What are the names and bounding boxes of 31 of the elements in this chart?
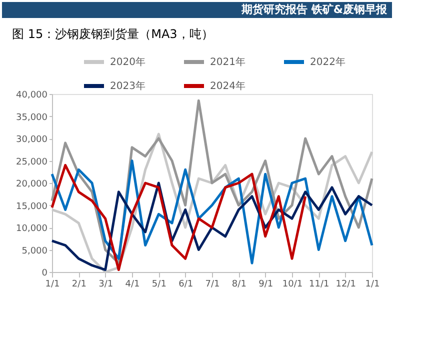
x-tick-label: 6/1 <box>178 280 194 290</box>
legend-label: 2022年 <box>310 56 346 68</box>
x-tick-label: 1/1 <box>365 280 380 290</box>
legend-label: 2023年 <box>110 80 146 92</box>
y-tick-label: 30,000 <box>16 135 48 145</box>
y-tick-label: 0 <box>42 268 48 278</box>
legend-label: 2021年 <box>210 56 246 68</box>
x-tick-label: 5/1 <box>152 280 166 290</box>
x-tick-label: 3/1 <box>98 280 114 290</box>
y-tick-label: 20,000 <box>16 180 48 190</box>
x-tick-label: 12/1 <box>336 280 356 290</box>
x-tick-label: 9/1 <box>258 280 274 290</box>
text: 期货研究报告 铁矿&废钢早报 <box>240 3 388 16</box>
y-tick-label: 5,000 <box>22 246 48 256</box>
y-tick-label: 35,000 <box>16 112 48 123</box>
x-tick-label: 11/1 <box>309 280 330 290</box>
x-tick-label: 7/1 <box>205 280 220 290</box>
y-tick-label: 15,000 <box>16 202 48 212</box>
x-tick-label: 4/1 <box>125 280 140 290</box>
x-tick-label: 1/1 <box>45 280 60 290</box>
x-tick-label: 8/1 <box>232 280 246 290</box>
line-series <box>50 160 374 264</box>
y-tick-label: 40,000 <box>16 90 48 100</box>
legend-label: 2020年 <box>110 56 146 68</box>
chart-title: 图 15：沙钢废钢到货量（MA3，吨） <box>12 27 214 41</box>
y-tick-label: 25,000 <box>16 157 48 168</box>
x-tick-label: 10/1 <box>282 280 303 290</box>
x-tick-label: 2/1 <box>72 280 86 290</box>
line-series <box>50 164 307 272</box>
y-tick-label: 10,000 <box>16 224 48 234</box>
legend-label: 2024年 <box>210 80 246 92</box>
